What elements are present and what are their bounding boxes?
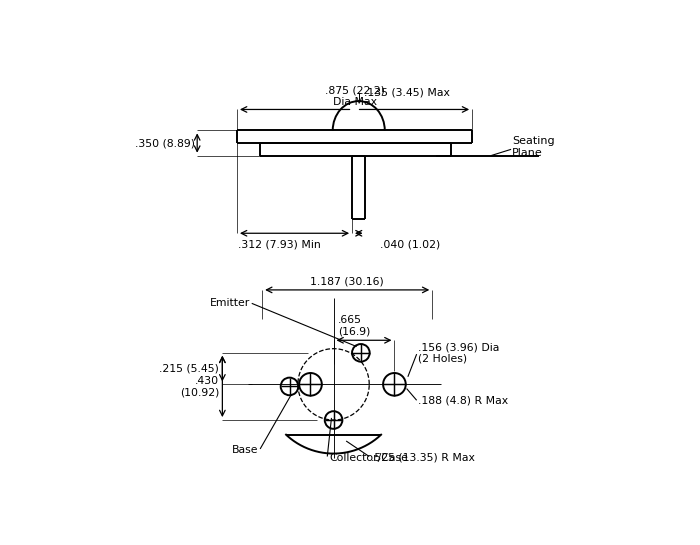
Text: .665
(16.9): .665 (16.9) xyxy=(338,316,370,337)
Text: .430
(10.92): .430 (10.92) xyxy=(180,376,219,397)
Text: Collector/Case: Collector/Case xyxy=(330,453,408,463)
Text: Base: Base xyxy=(232,445,258,455)
Text: .875 (22.2)
Dia Max: .875 (22.2) Dia Max xyxy=(325,86,384,107)
Text: 1.187 (30.16): 1.187 (30.16) xyxy=(310,276,384,287)
Text: Emitter: Emitter xyxy=(209,298,250,307)
Text: Seating
Plane: Seating Plane xyxy=(512,136,554,158)
Text: .350 (8.89): .350 (8.89) xyxy=(135,138,195,148)
Text: .040 (1.02): .040 (1.02) xyxy=(380,240,440,250)
Text: .525 (13.35) R Max: .525 (13.35) R Max xyxy=(371,453,475,463)
Text: .188 (4.8) R Max: .188 (4.8) R Max xyxy=(417,395,508,405)
Text: .215 (5.45): .215 (5.45) xyxy=(159,364,219,373)
Text: .312 (7.93) Min: .312 (7.93) Min xyxy=(238,240,321,250)
Text: .156 (3.96) Dia
(2 Holes): .156 (3.96) Dia (2 Holes) xyxy=(417,342,499,364)
Text: .135 (3.45) Max: .135 (3.45) Max xyxy=(364,88,449,98)
